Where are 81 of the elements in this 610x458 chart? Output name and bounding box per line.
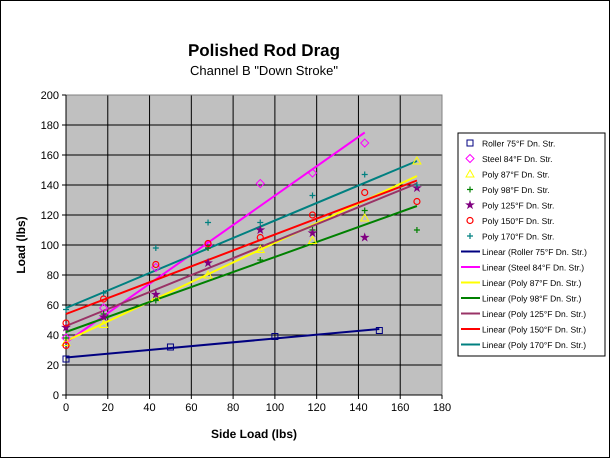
point bbox=[412, 156, 422, 164]
point bbox=[152, 296, 160, 304]
point bbox=[256, 245, 265, 253]
y-tick-label: 100 bbox=[40, 240, 59, 252]
point bbox=[204, 244, 212, 252]
y-tick-label: 140 bbox=[40, 180, 59, 192]
point bbox=[204, 240, 212, 248]
legend-label: Linear (Poly 87°F Dn. Str.) bbox=[482, 278, 582, 288]
point bbox=[62, 319, 70, 327]
y-tick-label: 160 bbox=[40, 150, 59, 162]
point bbox=[204, 218, 212, 226]
point bbox=[99, 304, 108, 312]
point bbox=[152, 244, 160, 252]
point bbox=[152, 260, 160, 268]
point bbox=[413, 198, 421, 206]
y-tick-label: 80 bbox=[46, 270, 59, 282]
point bbox=[99, 320, 108, 328]
point bbox=[166, 344, 174, 350]
legend-label: Linear (Poly 170°F Dn. Str.) bbox=[482, 340, 586, 350]
point bbox=[255, 224, 266, 234]
y-tick-label: 20 bbox=[46, 360, 59, 372]
chart-subtitle: Channel B "Down Stroke" bbox=[190, 63, 338, 78]
x-tick-label: 180 bbox=[432, 402, 452, 414]
point bbox=[308, 236, 317, 244]
point bbox=[360, 138, 370, 148]
y-tick-label: 180 bbox=[40, 120, 59, 132]
point bbox=[271, 333, 278, 340]
x-tick-label: 100 bbox=[266, 402, 284, 414]
legend-label: Linear (Poly 125°F Dn. Str.) bbox=[482, 309, 586, 319]
point bbox=[100, 295, 108, 303]
legend-label: Poly 125°F Dn. Str. bbox=[482, 200, 554, 210]
y-tick-label: 60 bbox=[46, 300, 59, 312]
x-tick-label: 0 bbox=[62, 402, 70, 414]
y-tick-label: 0 bbox=[52, 390, 59, 402]
y-tick-label: 120 bbox=[40, 210, 59, 222]
point bbox=[256, 218, 264, 226]
chart-title: Polished Rod Drag bbox=[188, 41, 340, 60]
x-tick-label: 120 bbox=[307, 402, 326, 414]
legend-label: Roller 75°F Dn. Str. bbox=[482, 138, 556, 148]
point bbox=[361, 188, 368, 196]
y-axis-title: Load (lbs) bbox=[14, 216, 28, 274]
x-tick-label: 60 bbox=[185, 402, 198, 414]
x-tick-label: 160 bbox=[391, 402, 410, 414]
x-tick-label: 80 bbox=[226, 402, 240, 414]
legend-label: Steel 84°F Dn. Str. bbox=[482, 154, 552, 164]
legend-label: Linear (Steel 84°F Dn. Str.) bbox=[482, 262, 584, 272]
point bbox=[203, 258, 213, 268]
y-tick-label: 40 bbox=[46, 330, 59, 342]
point bbox=[151, 263, 160, 272]
legend-label: Linear (Roller 75°F Dn. Str.) bbox=[482, 247, 588, 257]
legend-label: Poly 98°F Dn. Str. bbox=[482, 185, 550, 195]
x-tick-label: 20 bbox=[102, 402, 114, 414]
point bbox=[413, 226, 421, 234]
point bbox=[256, 234, 264, 242]
x-tick-label: 40 bbox=[143, 402, 156, 414]
point bbox=[308, 168, 317, 178]
point bbox=[256, 179, 265, 188]
point bbox=[361, 170, 368, 178]
point bbox=[62, 338, 70, 346]
point bbox=[413, 181, 421, 189]
legend-label: Poly 150°F Dn. Str. bbox=[482, 216, 554, 226]
point bbox=[62, 356, 70, 362]
point bbox=[308, 211, 316, 219]
x-tick-label: 140 bbox=[349, 402, 368, 414]
point bbox=[62, 342, 70, 350]
point bbox=[100, 289, 108, 297]
point bbox=[361, 206, 368, 214]
point bbox=[204, 270, 213, 278]
point bbox=[376, 327, 383, 334]
point bbox=[98, 312, 109, 322]
point bbox=[308, 228, 318, 238]
x-axis-title: Side Load (lbs) bbox=[210, 427, 298, 441]
point bbox=[360, 232, 370, 242]
y-tick-label: 200 bbox=[40, 90, 59, 102]
point bbox=[150, 289, 161, 299]
point bbox=[360, 214, 370, 222]
legend-label: Poly 87°F Dn. Str. bbox=[482, 170, 550, 180]
point bbox=[308, 192, 316, 200]
legend-label: Linear (Poly 98°F Dn. Str.) bbox=[482, 294, 582, 304]
legend-label: Poly 170°F Dn. Str. bbox=[482, 232, 554, 242]
legend-label: Linear (Poly 150°F Dn. Str.) bbox=[482, 324, 586, 334]
